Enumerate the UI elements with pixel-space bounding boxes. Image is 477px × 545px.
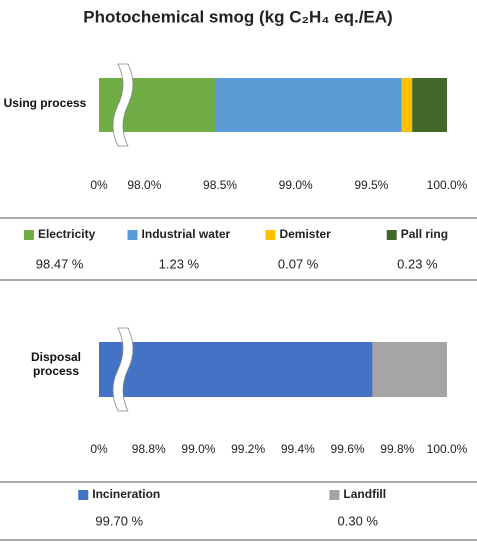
x-tick-label: 98.8%	[132, 442, 166, 456]
category-label: Using process	[3, 96, 87, 110]
bar-segment	[372, 342, 447, 397]
legend-swatch	[265, 230, 276, 240]
bar-segment	[215, 78, 402, 132]
bar-segment	[401, 78, 413, 132]
value-label: 1.23 %	[159, 256, 200, 271]
x-tick-label: 0%	[90, 442, 108, 456]
x-tick-label: 99.0%	[181, 442, 215, 456]
x-tick-label: 100.0%	[427, 442, 468, 456]
bar-segment	[412, 78, 447, 132]
legend-swatch	[329, 490, 340, 500]
legend-label: Pall ring	[401, 227, 448, 241]
x-tick-label: 98.5%	[203, 178, 237, 192]
axis-break	[112, 327, 134, 412]
bar-segment	[99, 342, 373, 397]
legend-swatch	[23, 230, 34, 240]
legend-swatch	[386, 230, 397, 240]
axis-break	[112, 63, 134, 147]
legend-label: Incineration	[92, 487, 160, 501]
value-label: 98.47 %	[36, 256, 84, 271]
x-tick-label: 99.8%	[380, 442, 414, 456]
value-label: 0.23 %	[397, 256, 438, 271]
x-tick-label: 99.4%	[281, 442, 315, 456]
x-tick-label: 99.0%	[279, 178, 313, 192]
value-label: 0.30 %	[338, 513, 379, 528]
value-label: 0.07 %	[278, 256, 319, 271]
x-tick-label: 99.2%	[231, 442, 265, 456]
x-tick-label: 98.0%	[127, 178, 161, 192]
legend-label: Demister	[279, 227, 331, 241]
x-tick-label: 0%	[90, 178, 108, 192]
legend-swatch	[127, 230, 138, 240]
x-tick-label: 100.0%	[427, 178, 468, 192]
legend-label: Landfill	[343, 487, 386, 501]
category-label: Disposal process	[30, 350, 81, 378]
legend-label: Electricity	[38, 227, 96, 241]
x-tick-label: 99.6%	[331, 442, 365, 456]
value-label: 99.70 %	[95, 513, 143, 528]
chart-title: Photochemical smog (kg C₂H₄ eq./EA)	[83, 7, 392, 26]
x-tick-label: 99.5%	[354, 178, 388, 192]
legend-label: Industrial water	[142, 227, 231, 241]
legend-swatch	[78, 490, 89, 500]
